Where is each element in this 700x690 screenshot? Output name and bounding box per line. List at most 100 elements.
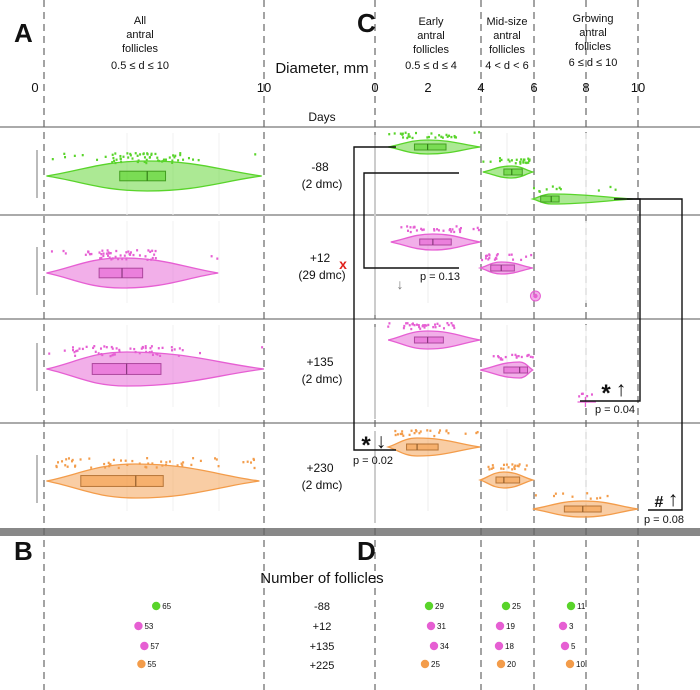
c-points-1-1-point (445, 133, 448, 137)
c-points-2-1-point (433, 229, 436, 232)
header-a-line1: All (134, 15, 146, 27)
c-points-4-1-point (426, 429, 429, 432)
a-points-1-point (142, 152, 145, 155)
c-points-1-2-point (498, 159, 501, 163)
a-points-2-point (123, 254, 126, 257)
c-points-3-1-point (416, 323, 419, 326)
c-points-3-1-point (432, 325, 435, 329)
a-points-1-point (122, 155, 125, 158)
a-points-3-point (144, 345, 147, 348)
a-points-2-point (147, 249, 150, 252)
day-label-1: -88 (311, 160, 329, 174)
c-points-4-1-point (394, 433, 397, 437)
c-points-3-1-point (419, 327, 422, 330)
a-violin-3 (46, 351, 265, 387)
c-points-2-1-point (421, 228, 424, 232)
c-points-3-1-point (452, 324, 455, 327)
a-points-1-point (129, 154, 132, 157)
c-points-1-2-point (525, 161, 528, 165)
c-points-3-1-point (434, 323, 437, 326)
a-points-3-point (157, 347, 160, 350)
b-count-label-4: 55 (147, 660, 156, 669)
d-count-label-2-3: 18 (505, 642, 514, 651)
c-points-1-2-point (519, 162, 522, 165)
a-points-3-point (133, 347, 136, 351)
category-growing-line1: Growing (573, 13, 614, 25)
c-points-4-2-point (518, 463, 521, 466)
d-count-dot-2-3 (494, 641, 504, 651)
a-points-3-point (103, 345, 106, 348)
a-points-2-point (119, 254, 122, 257)
count-day-2: +12 (313, 621, 332, 633)
a-points-2-point (154, 257, 157, 260)
c-points-2-1-point (437, 229, 440, 232)
c-points-1-2-point (498, 157, 501, 160)
a-points-2-point (151, 256, 154, 260)
a-points-3-point (178, 347, 181, 350)
a-points-1-point (111, 161, 114, 164)
category-growing-line3: follicles (575, 41, 612, 53)
c-points-4-2-point (492, 466, 495, 469)
c-points-3-2-point (529, 355, 532, 358)
a-points-1-point (131, 157, 134, 160)
c-violin-4-2-iqr-box (495, 476, 521, 484)
c-violin-3-2-iqr-box (503, 366, 529, 374)
count-day-3: +135 (310, 641, 335, 653)
c-points-3-2-point (517, 354, 520, 358)
c-points-2-1-point (459, 230, 462, 234)
c-points-1-1-point (402, 136, 405, 139)
a-points-2-point (100, 253, 103, 256)
c-points-1-1-point (453, 134, 456, 138)
day-label-2: +12 (310, 251, 331, 265)
c-points-1-3-point (545, 188, 548, 191)
a-points-3-point (181, 349, 184, 352)
c-points-3-1-point (450, 322, 453, 325)
d-count-dot-3-3 (560, 641, 570, 651)
c-points-3-1-point (403, 324, 406, 328)
bracket-p002 (353, 146, 396, 451)
c-points-4-2-point (513, 466, 516, 469)
b-count-label-1: 65 (162, 602, 171, 611)
d-count-dot-1-2 (426, 621, 436, 631)
a-points-4-point (67, 457, 70, 460)
stat-p-3: p = 0.02 (353, 455, 393, 467)
a-points-3-point (161, 346, 164, 350)
c-points-1-1-point (478, 131, 481, 134)
c-points-1-1-point (438, 134, 441, 137)
a-points-1-point (127, 156, 130, 159)
a-points-3-point (78, 347, 81, 350)
category-early-line1: Early (418, 16, 444, 28)
c-points-1-1-point (473, 131, 476, 134)
a-points-4-point (214, 457, 217, 460)
c-points-1-1-point (411, 136, 414, 140)
c-points-3-1-point (422, 324, 425, 327)
a-violin-1 (46, 160, 262, 192)
a-points-3-point (85, 345, 88, 349)
a-points-2-point (153, 253, 156, 256)
a-points-3-point (63, 349, 66, 352)
c-points-2-1-point (422, 228, 425, 231)
c-points-4-1-point (476, 430, 479, 434)
c-points-1-1-point (399, 132, 402, 135)
category-mid-line2: antral (493, 30, 521, 42)
a-points-1-point (182, 158, 185, 161)
c-points-2-1 (400, 225, 480, 234)
c-points-3-1-point (402, 327, 405, 330)
c-points-1-2-point (527, 157, 530, 160)
a-points-4-point (199, 459, 202, 463)
category-early-range: 0.5 ≤ d ≤ 4 (405, 60, 457, 72)
a-points-1-point (51, 158, 54, 161)
c-points-1-2-point (522, 160, 525, 163)
a-points-1-point (119, 154, 122, 158)
a-points-4-point (103, 462, 106, 466)
c-points-2-2-point (508, 253, 511, 256)
c-points-1-2-point (522, 158, 525, 161)
section-divider (0, 528, 700, 536)
a-points-4-point (181, 464, 184, 467)
c-points-1-1-point (448, 134, 451, 137)
stat-arrow-1: ↓ (397, 276, 404, 292)
d-count-dot-1-1 (424, 601, 434, 611)
c-points-2-2-point (494, 256, 497, 260)
c-points-1-1-point (407, 135, 410, 138)
c-points-4-1-point (433, 434, 436, 438)
